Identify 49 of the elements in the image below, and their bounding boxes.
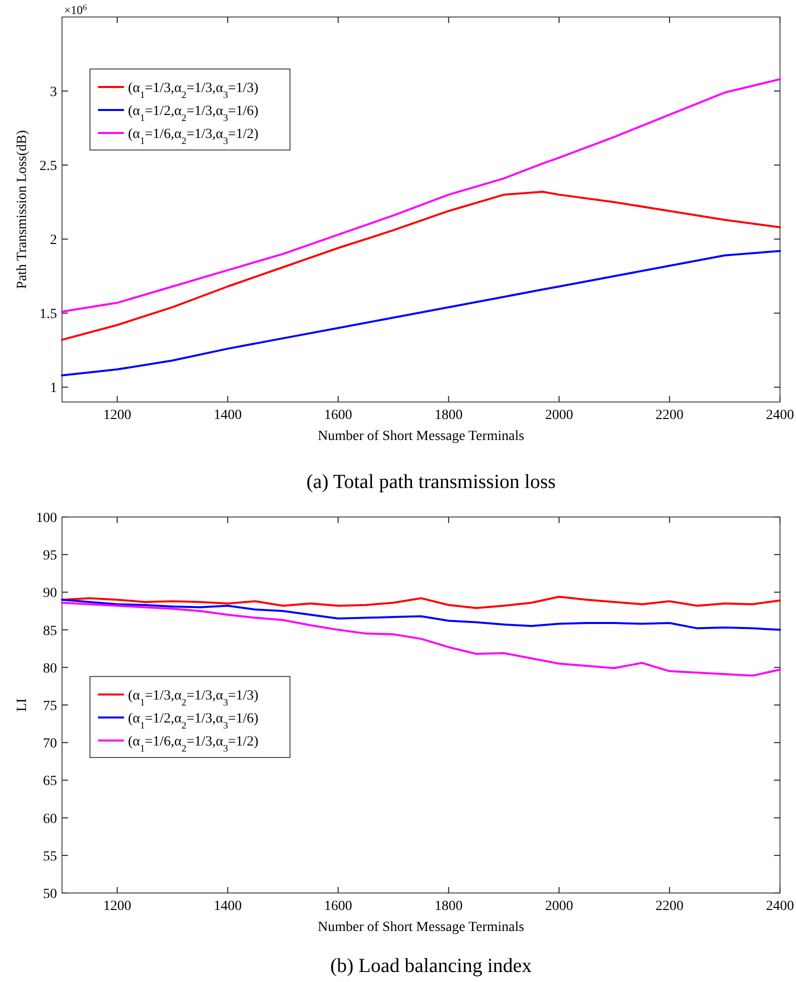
x-tick-label: 2200 <box>656 408 684 423</box>
y-tick-label: 80 <box>43 661 57 676</box>
y-tick-label: 90 <box>43 586 57 602</box>
y-tick-label: 1.5 <box>40 307 57 322</box>
x-tick-label: 2400 <box>766 899 794 914</box>
x-axis-title: Number of Short Message Terminals <box>318 429 524 444</box>
y-tick-label: 1 <box>50 381 57 396</box>
x-tick-label: 1800 <box>434 899 463 914</box>
x-tick-label: 2000 <box>545 899 574 914</box>
y-tick-label: 60 <box>43 812 57 827</box>
text: (b) Load balancing index <box>330 955 532 977</box>
legend-label: (α$_{1}$=1/3,α$_{2}$=1/3,α$_{3}$=1/3) <box>128 688 259 708</box>
x-tick-label: 2000 <box>545 408 574 423</box>
line-series <box>61 598 781 631</box>
x-tick-label: 1800 <box>434 408 463 423</box>
line-series <box>61 596 781 609</box>
line-series <box>61 78 781 313</box>
y-tick-label: 100 <box>36 511 57 526</box>
x-tick-label: 1600 <box>324 408 352 423</box>
y-tick-label: 50 <box>43 887 57 902</box>
text: (a) Total path transmission loss <box>306 471 556 493</box>
y-tick-label: 55 <box>43 849 57 864</box>
x-tick-label: 2200 <box>656 899 684 914</box>
y-tick-label: 2.5 <box>40 159 57 174</box>
y-axis-title: LI <box>15 698 30 712</box>
legend-label: (α$_{1}$=1/6,α$_{2}$=1/3,α$_{3}$=1/2) <box>128 127 259 146</box>
line-series <box>61 190 781 341</box>
legend-label: (α$_{1}$=1/6,α$_{2}$=1/3,α$_{3}$=1/2) <box>128 734 259 754</box>
y-tick-label: 75 <box>43 699 57 714</box>
y-axis-title: Path Transmission Loss(dB) <box>15 130 30 289</box>
legend-label: (α$_{1}$=1/2,α$_{2}$=1/3,α$_{3}$=1/6) <box>128 712 259 731</box>
x-tick-label: 1200 <box>103 408 132 423</box>
line-series <box>61 250 781 376</box>
x-tick-label: 1400 <box>214 899 242 914</box>
legend-label: (α$_{1}$=1/2,α$_{2}$=1/3,α$_{3}$=1/6) <box>128 104 259 124</box>
x-tick-label: 1200 <box>103 899 132 914</box>
y-tick-label: 65 <box>43 774 57 790</box>
y-tick-label: 70 <box>43 736 57 752</box>
text: ×10$^{6}$ <box>64 2 87 17</box>
line-series <box>61 602 781 677</box>
y-tick-label: 3 <box>50 85 57 100</box>
x-axis-title: Number of Short Message Terminals <box>318 920 524 935</box>
x-tick-label: 1600 <box>324 899 352 914</box>
y-tick-label: 85 <box>43 624 57 639</box>
legend-label: (α$_{1}$=1/3,α$_{2}$=1/3,α$_{3}$=1/3) <box>128 81 259 100</box>
x-tick-label: 1400 <box>214 408 242 423</box>
y-tick-label: 2 <box>50 233 57 248</box>
y-tick-label: 95 <box>43 548 57 564</box>
x-tick-label: 2400 <box>766 408 794 423</box>
